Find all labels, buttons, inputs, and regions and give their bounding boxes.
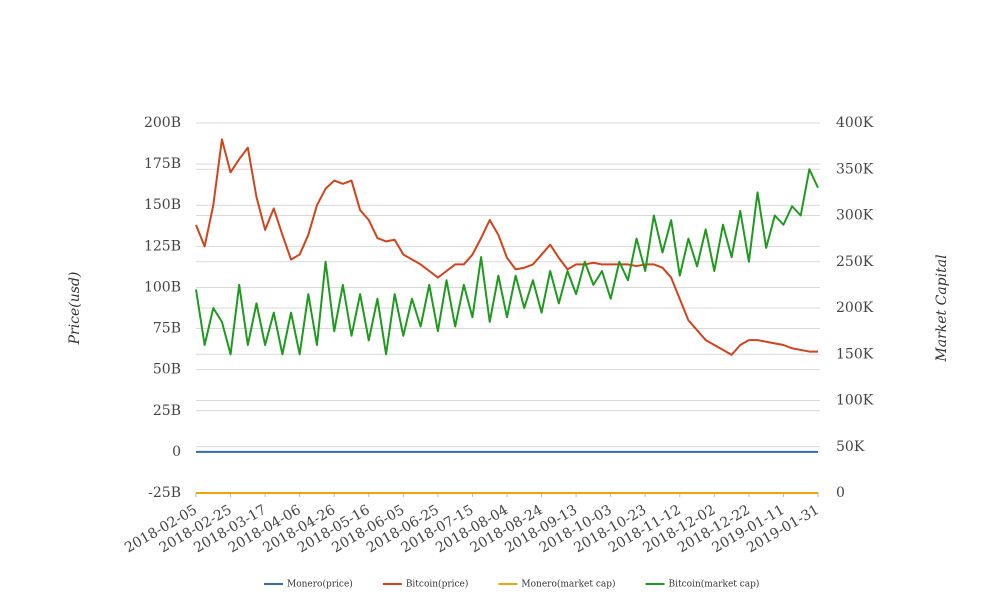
series-line [195,168,819,356]
y-tick-label: 50B [153,362,181,378]
axes: -25B 0 25B 50B 75B 100B 125B 150B 175B 200B 0 50K 10… [122,115,874,556]
y2-tick-label: 0 [836,485,845,501]
legend-label: Bitcoin(market cap) [669,579,760,590]
y-tick-label: 175B [144,156,181,172]
y-tick-label: 0 [172,444,181,460]
y2-tick-label: 350K [836,161,874,177]
y2-tick-label: 150K [836,346,874,362]
y-tick-label: 150B [144,197,181,213]
y-tick-label: 25B [153,403,181,419]
y-tick-label: 100B [144,279,181,295]
legend: Monero(price) Bitcoin(price) Monero(market… [264,579,759,590]
y-tick-label: 200B [144,115,181,131]
legend-label: Monero(market cap) [521,579,615,590]
lines [195,138,819,494]
legend-label: Bitcoin(price) [406,579,469,590]
y-tick-label: 75B [153,321,181,337]
y2-tick-label: 250K [836,254,874,270]
y2-tick-label: 400K [836,115,874,131]
y2-tick-label: 100K [836,393,874,409]
y2-tick-label: 50K [836,439,865,455]
y-tick-label: -25B [148,485,181,501]
legend-label: Monero(price) [287,579,353,590]
y2-tick-label: 300K [836,208,874,224]
y2-axis-title: Market Capital [934,254,950,362]
series-line [195,138,818,356]
y2-tick-label: 200K [836,300,874,316]
y-tick-label: 125B [144,238,181,254]
y-axis-title: Price(usd) [67,272,83,346]
